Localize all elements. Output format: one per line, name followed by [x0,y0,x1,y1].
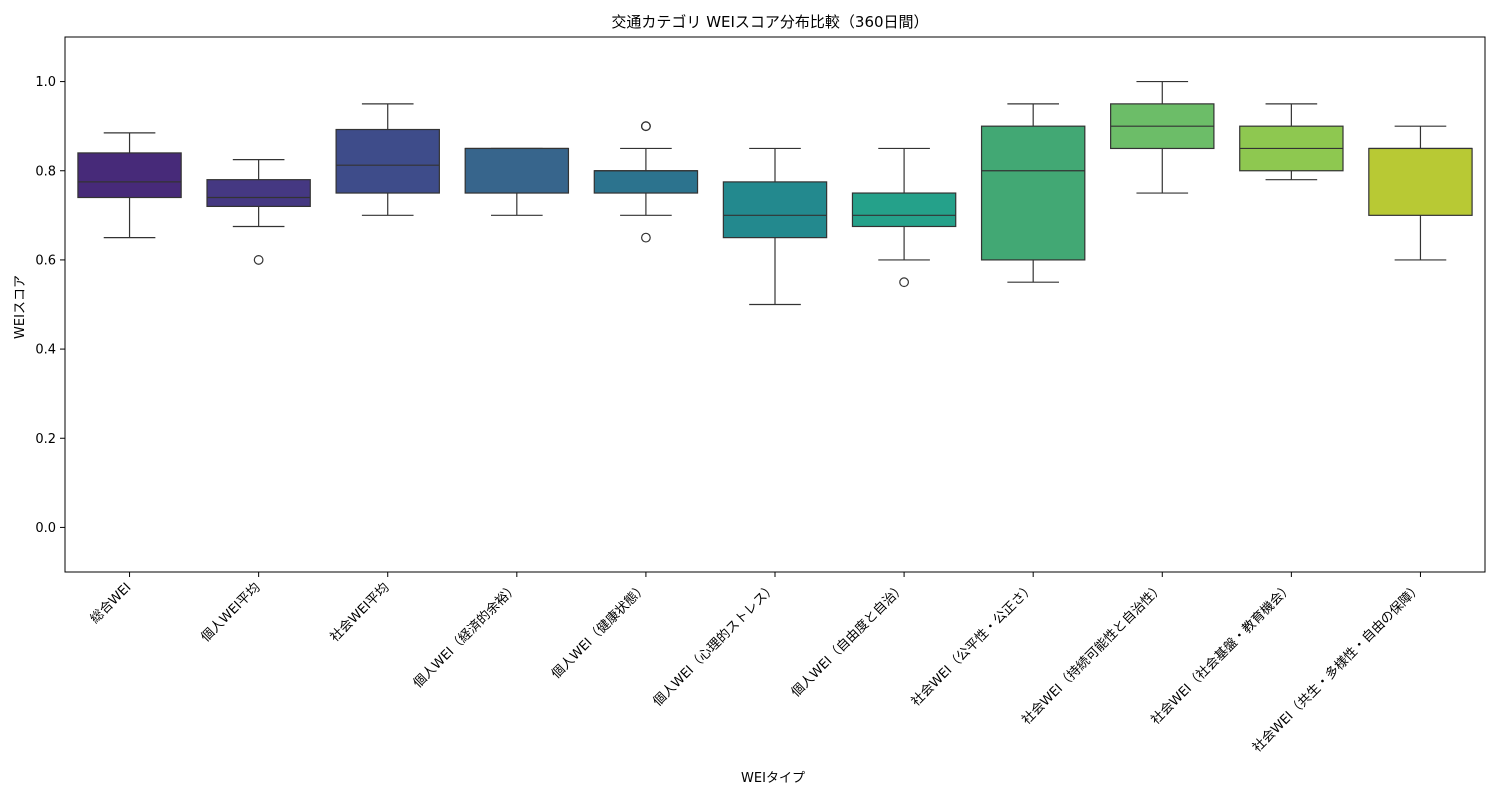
box-8 [1110,80,1215,194]
y-tick-label: 0.4 [35,343,56,358]
x-tick-label: 社会WEI平均 [327,580,393,646]
y-tick-label: 0.0 [35,521,56,536]
plot-area [77,80,1473,306]
box-7 [980,103,1086,283]
box-iqr [1368,147,1473,216]
box-iqr [980,125,1086,261]
y-axis: 0.0 0.2 0.4 0.6 0.8 1.0 [35,75,65,536]
chart-title: 交通カテゴリ WEIスコア分布比較（360日間） [611,13,928,31]
y-tick-label: 0.6 [35,253,56,268]
x-tick-label: 社会WEI（持続可能性と自治性） [1019,580,1167,728]
x-tick-label: 社会WEI（社会基盤・教育機会） [1148,580,1296,728]
outlier-point [641,232,651,243]
x-axis: 総合WEI 個人WEI平均 社会WEI平均 個人WEI（経済的余裕） 個人WEI（健康状… [88,572,1425,756]
x-tick-label: 個人WEI（心理的ストレス） [650,580,780,710]
outlier-point [899,277,909,288]
box-0 [77,132,182,239]
box-iqr [851,192,957,228]
box-3 [464,147,570,216]
box-iqr [206,179,311,208]
y-tick-label: 1.0 [35,75,56,90]
box-iqr [77,152,182,199]
y-axis-label: WEIスコア [13,275,28,339]
x-tick-label: 個人WEI平均 [198,580,263,645]
box-2 [335,103,440,216]
box-iqr [722,181,828,239]
y-tick-label: 0.8 [35,164,56,179]
box-6 [851,147,957,288]
x-tick-label: 個人WEI（自由度と自治） [788,580,909,701]
outlier-point [253,255,264,265]
x-axis-label: WEIタイプ [741,771,805,786]
box-10 [1368,125,1473,261]
box-iqr [593,170,699,194]
box-1 [206,159,311,265]
box-9 [1239,103,1344,181]
x-tick-label: 総合WEI [88,580,135,627]
outlier-point [641,121,651,132]
x-tick-label: 社会WEI（公平性・公正さ） [908,580,1038,710]
box-iqr [335,128,440,194]
x-tick-label: 個人WEI（健康状態） [548,580,650,682]
box-4 [593,121,699,243]
x-tick-label: 個人WEI（経済的余裕） [410,580,522,692]
box-5 [722,147,828,306]
y-tick-label: 0.2 [35,432,56,447]
box-iqr [464,147,570,194]
